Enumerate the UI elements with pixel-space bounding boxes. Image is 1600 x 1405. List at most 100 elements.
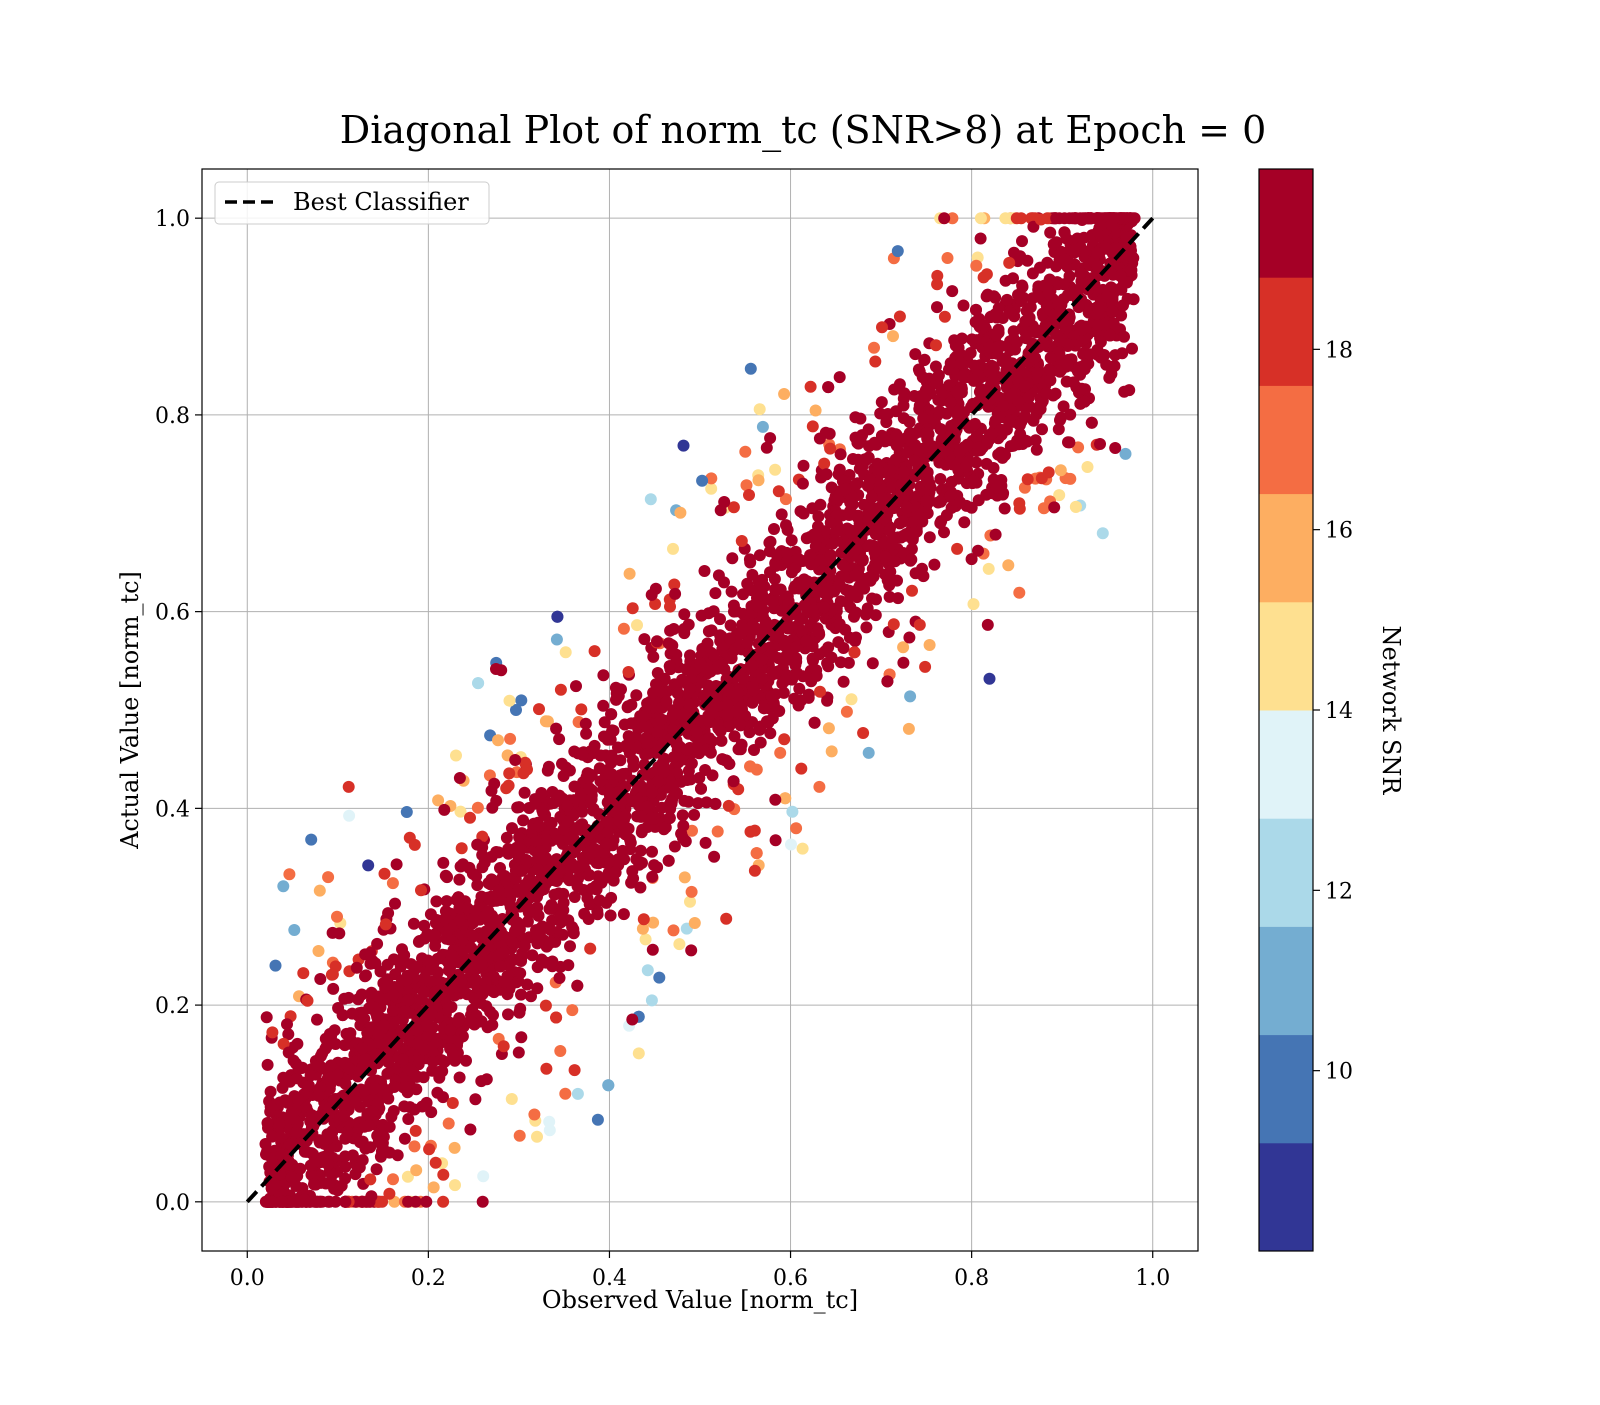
scatter-point: [614, 754, 627, 767]
scatter-point: [1002, 559, 1015, 572]
scatter-point: [371, 937, 384, 950]
scatter-point: [550, 1011, 563, 1024]
scatter-point: [778, 388, 791, 400]
scatter-point: [444, 1023, 457, 1036]
scatter-point: [494, 960, 507, 973]
scatter-point: [372, 1135, 385, 1148]
scatter-point: [876, 493, 889, 506]
scatter-point: [344, 1027, 357, 1040]
scatter-point: [607, 724, 620, 737]
scatter-point: [780, 546, 793, 559]
scatter-point: [866, 501, 879, 514]
scatter-point: [951, 409, 964, 421]
scatter-point: [432, 794, 445, 807]
scatter-point: [400, 806, 413, 818]
scatter-point: [369, 957, 382, 970]
scatter-point: [868, 341, 880, 354]
scatter-point: [637, 710, 650, 723]
scatter-point: [1107, 317, 1120, 330]
scatter-point: [533, 820, 545, 833]
y-tick-label: 0.0: [155, 1191, 190, 1216]
scatter-point: [788, 692, 801, 705]
scatter-point: [785, 566, 798, 579]
scatter-point: [570, 862, 583, 875]
scatter-point: [967, 598, 980, 611]
scatter-point: [601, 826, 614, 839]
scatter-point: [510, 704, 522, 716]
scatter-point: [644, 812, 657, 825]
scatter-point: [521, 763, 533, 776]
scatter-point: [322, 871, 335, 884]
scatter-point: [471, 801, 484, 814]
scatter-point: [671, 687, 684, 700]
scatter-point: [350, 961, 363, 974]
scatter-point: [906, 526, 919, 539]
scatter-point: [392, 954, 405, 967]
scatter-point: [765, 690, 778, 703]
scatter-point: [342, 780, 355, 793]
scatter-point: [897, 412, 910, 425]
scatter-point: [714, 504, 727, 517]
scatter-point: [1064, 408, 1077, 421]
scatter-point: [554, 683, 567, 696]
scatter-point: [756, 420, 769, 433]
scatter-point: [1100, 291, 1113, 303]
scatter-point: [515, 694, 528, 707]
scatter-point: [686, 824, 698, 837]
scatter-point: [699, 764, 712, 776]
scatter-point: [531, 1130, 543, 1143]
scatter-point: [696, 474, 709, 487]
scatter-point: [1036, 423, 1048, 436]
scatter-point: [647, 916, 660, 929]
scatter-point: [487, 874, 500, 887]
scatter-point: [865, 491, 878, 504]
scatter-point: [464, 1014, 477, 1027]
y-tick-label: 0.2: [155, 994, 190, 1019]
scatter-point: [437, 1195, 450, 1208]
scatter-point: [666, 639, 679, 652]
scatter-point: [818, 457, 831, 470]
scatter-point: [825, 651, 838, 664]
scatter-point: [764, 535, 777, 548]
scatter-point: [837, 642, 850, 654]
scatter-point: [328, 1024, 341, 1037]
scatter-point: [705, 482, 718, 495]
scatter-point: [982, 562, 995, 575]
scatter-point: [277, 880, 290, 893]
y-tick-label: 1.0: [155, 207, 190, 232]
scatter-point: [1012, 395, 1025, 408]
scatter-point: [698, 565, 711, 577]
scatter-point: [605, 749, 618, 762]
scatter-point: [909, 348, 922, 361]
scatter-point: [887, 532, 900, 545]
scatter-point: [1079, 383, 1091, 396]
scatter-point: [338, 1109, 350, 1122]
scatter-point: [985, 427, 998, 440]
scatter-point: [753, 549, 766, 562]
scatter-point: [571, 979, 584, 992]
scatter-point: [453, 1071, 466, 1084]
scatter-point: [637, 913, 650, 926]
scatter-point: [503, 694, 516, 707]
scatter-point: [422, 954, 435, 967]
scatter-point: [1048, 501, 1061, 514]
scatter-point: [848, 646, 861, 659]
scatter-point: [1050, 260, 1063, 273]
scatter-point: [876, 321, 888, 334]
scatter-point: [439, 905, 452, 918]
scatter-point: [598, 716, 611, 729]
scatter-point: [746, 659, 759, 672]
scatter-point: [1106, 305, 1119, 318]
scatter-point: [1118, 330, 1130, 343]
scatter-point: [972, 544, 984, 557]
scatter-point: [923, 531, 936, 544]
legend-label-best-classifier: Best Classifier: [293, 188, 469, 216]
scatter-point: [418, 919, 431, 932]
scatter-point: [664, 624, 677, 637]
scatter-point: [656, 686, 668, 699]
scatter-point: [327, 982, 340, 995]
scatter-point: [944, 489, 957, 502]
scatter-point: [725, 585, 738, 598]
scatter-point: [580, 727, 593, 740]
scatter-point: [651, 726, 664, 738]
